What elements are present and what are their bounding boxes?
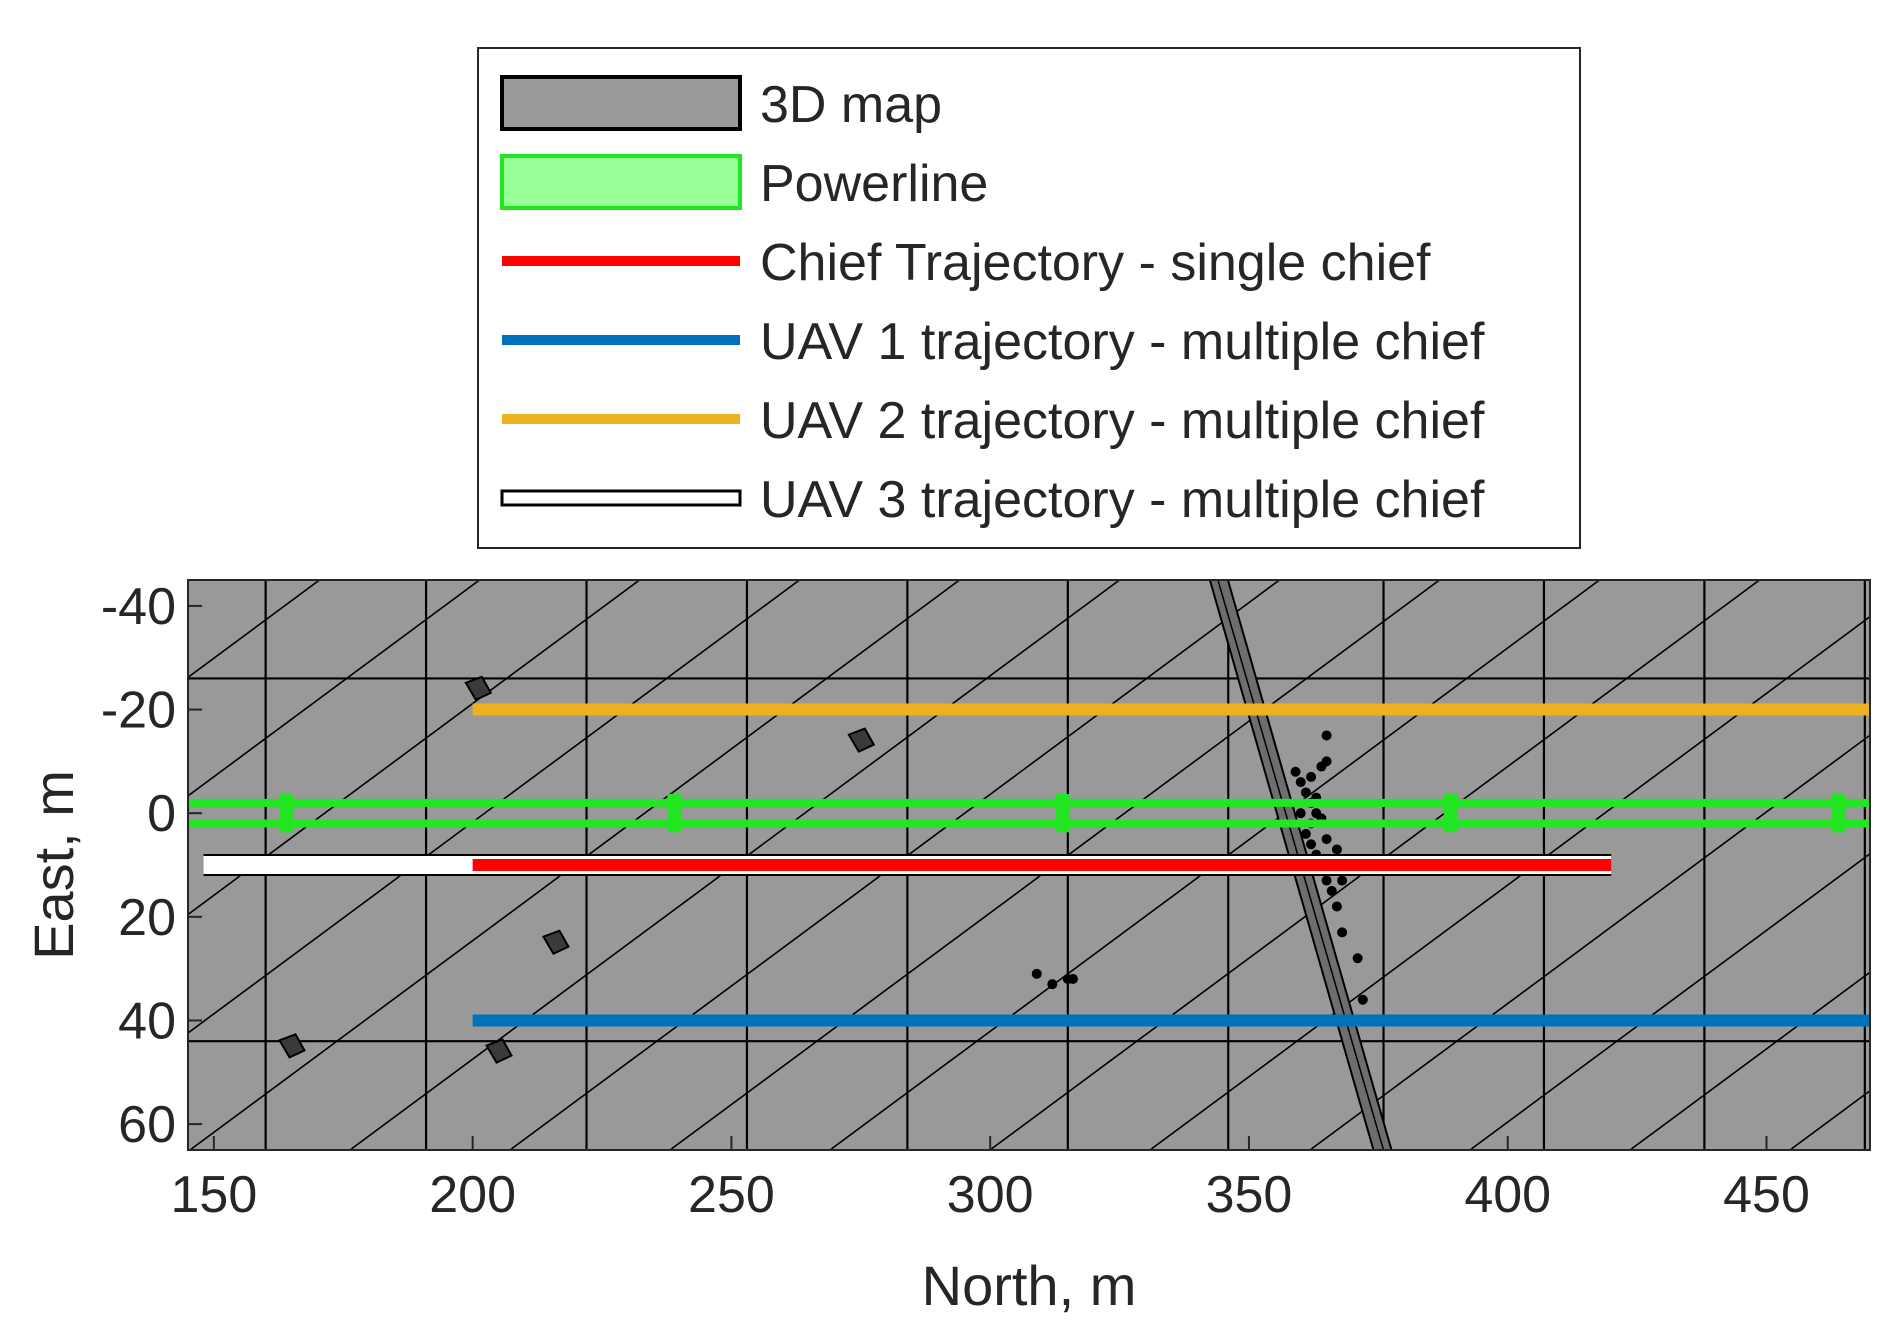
legend-label: UAV 2 trajectory - multiple chief <box>760 392 1485 450</box>
map-hatch-line <box>1629 971 1870 1150</box>
map-object-point <box>1321 756 1332 767</box>
x-tick-label: 150 <box>170 1166 257 1224</box>
legend-box <box>477 47 1581 549</box>
map-object-point <box>1295 808 1306 819</box>
x-tick-label: 400 <box>1464 1166 1551 1224</box>
map-object-point <box>1321 875 1332 886</box>
legend-swatch <box>500 489 742 507</box>
legend-entry: UAV 2 trajectory - multiple chief <box>502 392 1485 450</box>
map-object-point <box>1306 771 1317 782</box>
map-grid-lines <box>188 580 1870 1150</box>
x-axis-label: North, m <box>922 1254 1137 1317</box>
building-marker <box>541 929 570 956</box>
y-tick-label: 60 <box>118 1096 176 1154</box>
building-marker <box>485 1038 513 1064</box>
legend: 3D map Powerline Chief Trajectory - single… <box>477 47 1581 549</box>
powerline <box>188 794 1870 833</box>
map-object-point <box>1300 828 1311 839</box>
x-tick-label: 200 <box>429 1166 516 1224</box>
powerline-pylon <box>667 794 682 833</box>
x-tick-label: 350 <box>1206 1166 1293 1224</box>
legend-entry: Powerline <box>500 154 988 213</box>
legend-swatch <box>500 75 742 131</box>
map-object-point <box>1300 787 1311 798</box>
legend-entry: UAV 3 trajectory - multiple chief <box>500 471 1485 529</box>
map-object-point <box>1331 844 1342 855</box>
map-object-point <box>1321 730 1332 741</box>
x-axis-ticks: 150 200 250 300 350 400 450 <box>170 1136 1810 1224</box>
map-object-point <box>1337 927 1348 938</box>
map-object-point <box>1352 953 1363 964</box>
x-tick-label: 450 <box>1723 1166 1810 1224</box>
y-tick-label: 0 <box>147 785 176 843</box>
map-object-point <box>1306 839 1317 850</box>
map-object-point <box>1357 994 1368 1005</box>
map-object-point <box>1067 974 1078 984</box>
map-hatch-line <box>188 580 320 679</box>
powerline-pylon <box>1831 794 1846 833</box>
map-object-point <box>1290 766 1301 777</box>
x-tick-label: 250 <box>688 1166 775 1224</box>
legend-label: Powerline <box>760 155 988 213</box>
plot-area <box>188 580 1870 1150</box>
powerline-pylon <box>1443 794 1458 833</box>
map-object-point <box>1321 834 1332 845</box>
x-tick-label: 300 <box>947 1166 1034 1224</box>
building-marker <box>847 727 876 753</box>
y-axis-label: East, m <box>22 770 85 960</box>
y-tick-label: 40 <box>118 992 176 1050</box>
y-tick-label: 20 <box>118 889 176 947</box>
map-object-point <box>1031 968 1042 979</box>
map-object-point <box>1337 875 1348 886</box>
powerline-pylon <box>279 794 294 833</box>
map-hatch-line <box>1309 734 1870 1150</box>
y-axis-ticks: -40 -20 0 20 40 60 <box>101 578 202 1154</box>
y-tick-label: -40 <box>101 578 176 636</box>
map-object-point <box>1047 979 1058 990</box>
building-marker <box>278 1033 306 1059</box>
legend-label: 3D map <box>760 76 942 134</box>
legend-label: Chief Trajectory - single chief <box>760 234 1431 292</box>
map-object-point <box>1331 901 1342 912</box>
powerline-pylon <box>1055 794 1070 833</box>
legend-label: UAV 1 trajectory - multiple chief <box>760 313 1485 371</box>
legend-entry: 3D map <box>500 75 942 134</box>
legend-swatch <box>500 154 742 210</box>
map-object-point <box>1295 777 1306 788</box>
building-marker <box>464 675 493 702</box>
legend-label: UAV 3 trajectory - multiple chief <box>760 471 1485 529</box>
y-tick-label: -20 <box>101 682 176 740</box>
map-hatch-line <box>188 580 480 797</box>
map-object-point <box>1326 885 1337 896</box>
trajectories <box>203 703 1870 1027</box>
legend-entry: UAV 1 trajectory - multiple chief <box>502 313 1485 371</box>
legend-entry: Chief Trajectory - single chief <box>502 234 1431 292</box>
map-hatch-line <box>1469 852 1870 1150</box>
plot-frame <box>187 579 1871 1151</box>
